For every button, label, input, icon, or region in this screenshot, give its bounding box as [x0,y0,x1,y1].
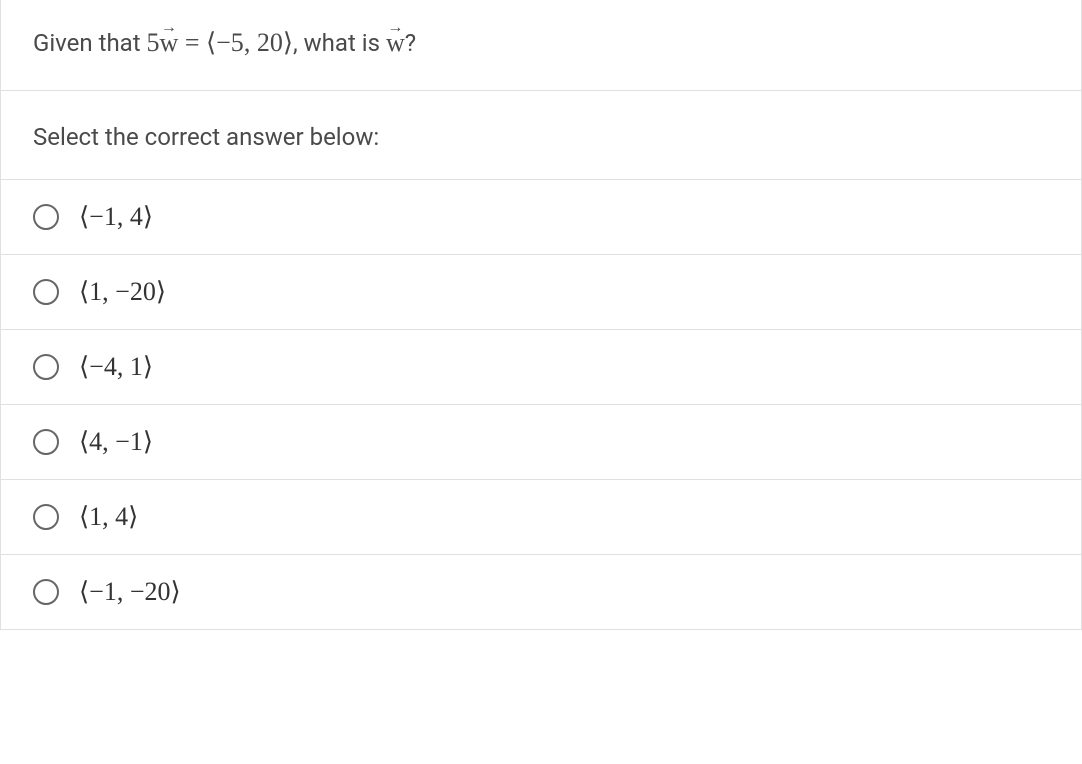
option-label: ⟨−4, 1⟩ [79,352,153,382]
vector-symbol-2: →w [386,28,405,58]
vector-val2: 20 [257,28,283,57]
radio-icon[interactable] [33,579,59,605]
option-2[interactable]: ⟨1, −20⟩ [1,255,1081,330]
vector-arrow-icon: → [161,20,177,36]
option-label: ⟨−1, −20⟩ [79,577,181,607]
option-label: ⟨1, 4⟩ [79,502,138,532]
option-label: ⟨−1, 4⟩ [79,202,153,232]
radio-icon[interactable] [33,279,59,305]
vector-symbol-1: →w [160,28,179,58]
option-label: ⟨4, −1⟩ [79,427,153,457]
vector-arrow-icon: → [387,20,403,36]
radio-icon[interactable] [33,204,59,230]
question-suffix: ? [405,29,416,57]
option-5[interactable]: ⟨1, 4⟩ [1,480,1081,555]
radio-icon[interactable] [33,429,59,455]
equals-sign: = [178,28,206,57]
question-prefix: Given that [33,29,147,57]
vector-sep: , [244,28,257,57]
option-4[interactable]: ⟨4, −1⟩ [1,405,1081,480]
bracket-open: ⟨ [206,28,216,57]
vector-val1: −5 [216,28,244,57]
answer-prompt: Select the correct answer below: [1,91,1081,180]
question-text: Given that 5→w = ⟨−5, 20⟩, what is →w? [1,0,1081,91]
option-3[interactable]: ⟨−4, 1⟩ [1,330,1081,405]
question-container: Given that 5→w = ⟨−5, 20⟩, what is →w? S… [0,0,1082,630]
radio-icon[interactable] [33,504,59,530]
radio-icon[interactable] [33,354,59,380]
coefficient: 5 [147,28,160,57]
bracket-close: ⟩ [283,28,293,57]
option-6[interactable]: ⟨−1, −20⟩ [1,555,1081,630]
option-1[interactable]: ⟨−1, 4⟩ [1,180,1081,255]
question-middle: , what is [293,29,386,57]
option-label: ⟨1, −20⟩ [79,277,166,307]
